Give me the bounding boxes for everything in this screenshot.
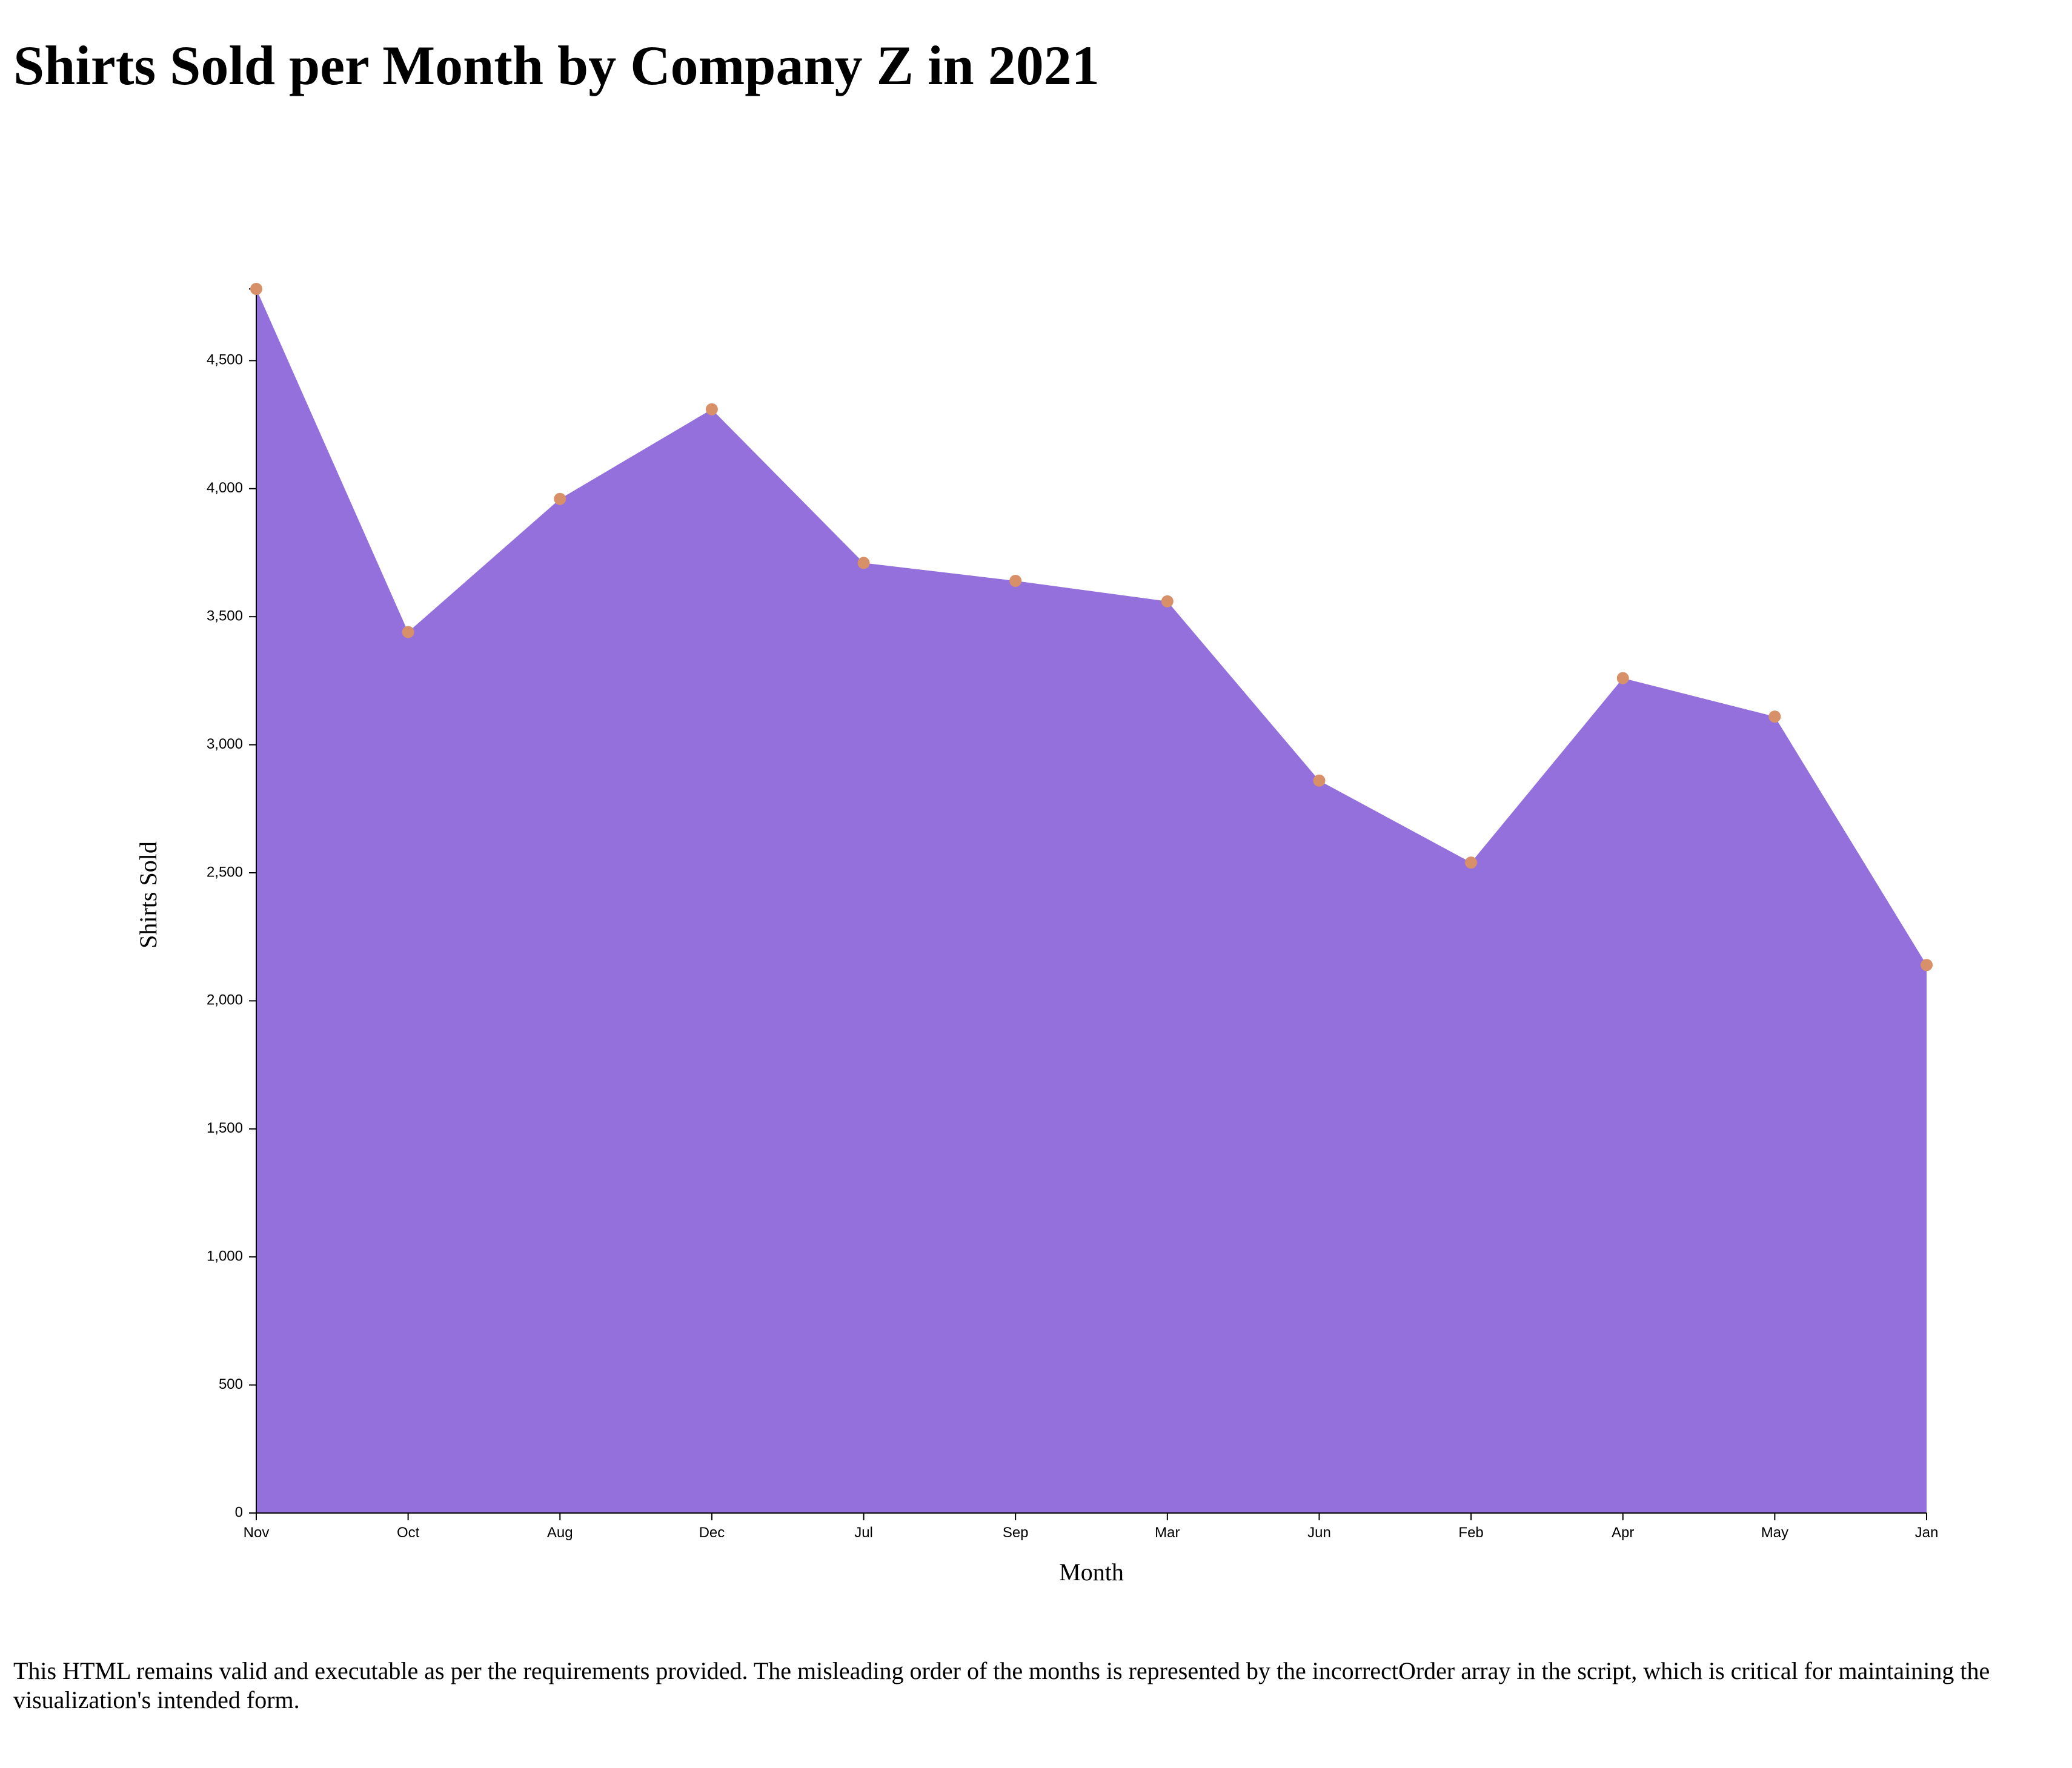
x-axis-title: Month <box>1059 1558 1124 1586</box>
y-tick-label: 0 <box>235 1504 243 1520</box>
x-tick-label: Jan <box>1915 1525 1939 1541</box>
x-tick-label: Jun <box>1307 1525 1331 1541</box>
data-point-marker <box>857 557 870 569</box>
x-tick-label: Jul <box>854 1525 873 1541</box>
data-point-marker <box>705 403 718 416</box>
marker-layer <box>250 283 1933 972</box>
data-point-marker <box>250 283 262 295</box>
y-tick-label: 4,000 <box>207 480 243 496</box>
data-point-marker <box>1009 574 1022 587</box>
data-point-marker <box>1921 959 1933 972</box>
y-tick-label: 3,000 <box>207 736 243 752</box>
data-point-marker <box>1313 774 1326 787</box>
data-point-marker <box>1768 710 1781 723</box>
data-point-marker <box>402 626 414 638</box>
area-layer <box>256 289 1927 1513</box>
x-tick-label: May <box>1761 1525 1788 1541</box>
data-point-marker <box>1161 595 1174 608</box>
x-tick-label: Apr <box>1612 1525 1634 1541</box>
y-tick-label: 2,000 <box>207 992 243 1008</box>
x-tick-label: Sep <box>1003 1525 1029 1541</box>
x-tick-label: Feb <box>1458 1525 1483 1541</box>
footnote: This HTML remains valid and executable a… <box>13 1657 1990 1713</box>
x-tick-label: Oct <box>397 1525 420 1541</box>
x-tick-label: Dec <box>699 1525 725 1541</box>
y-tick-label: 1,500 <box>207 1120 243 1136</box>
y-tick-label: 4,500 <box>207 352 243 368</box>
y-tick-label: 2,500 <box>207 864 243 880</box>
x-tick-label: Nov <box>244 1525 270 1541</box>
y-tick-label: 500 <box>219 1376 243 1392</box>
data-point-marker <box>1465 856 1478 869</box>
x-axis: Nov Oct Aug Dec Jul Sep Mar Jun Feb Apr May Jan <box>244 1512 1939 1541</box>
page-title: Shirts Sold per Month by Company Z in 20… <box>13 35 1100 96</box>
y-axis: 0 500 1,000 1,500 2,000 2,500 3,000 3,500 4,000 4… <box>207 288 257 1520</box>
area-fill <box>256 289 1927 1513</box>
x-tick-label: Aug <box>547 1525 573 1541</box>
y-tick-label: 1,000 <box>207 1248 243 1265</box>
data-point-marker <box>1616 672 1629 684</box>
y-axis-title: Shirts Sold <box>134 841 162 949</box>
x-tick-label: Mar <box>1155 1525 1180 1541</box>
data-point-marker <box>554 492 566 505</box>
y-tick-label: 3,500 <box>207 608 243 624</box>
